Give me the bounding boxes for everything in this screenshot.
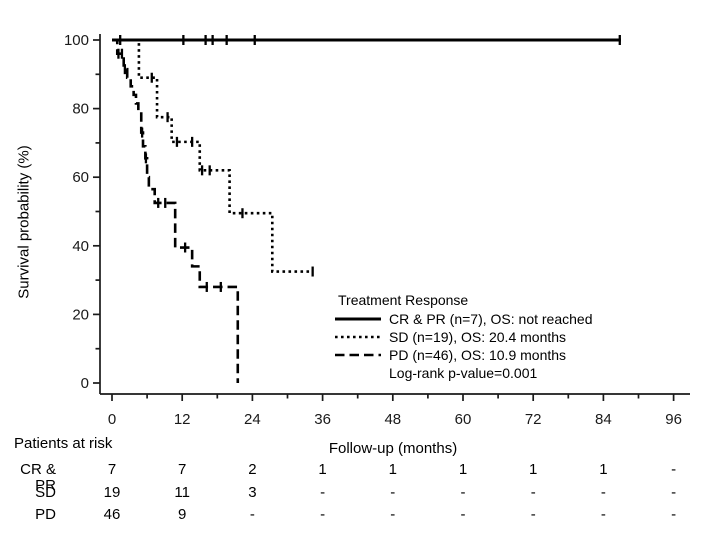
legend-entry-sd: SD (n=19), OS: 20.4 months [333, 328, 592, 346]
legend-entry-label: CR & PR (n=7), OS: not reached [389, 311, 593, 327]
risk-count: 46 [103, 505, 121, 523]
legend-entry-label: SD (n=19), OS: 20.4 months [389, 329, 567, 345]
x-tick-label: 0 [108, 411, 116, 428]
x-axis-title: Follow-up (months) [328, 440, 458, 457]
solid-line-sample-icon [335, 317, 381, 321]
risk-count: 19 [103, 483, 121, 501]
y-tick-label: 80 [72, 101, 89, 118]
x-tick-label: 84 [595, 411, 612, 428]
y-tick-label: 0 [81, 375, 89, 392]
y-axis-title: Survival probability (%) [15, 145, 33, 299]
x-tick-label: 12 [174, 411, 191, 428]
risk-count: - [249, 505, 255, 523]
risk-count: 2 [248, 461, 257, 478]
risk-count: - [460, 505, 466, 523]
risk-row-label: SD [35, 483, 56, 501]
patients-at-risk-label: Patients at risk [14, 435, 113, 452]
risk-count: - [671, 505, 677, 523]
legend-title: Treatment Response [338, 292, 469, 308]
x-tick-label: 24 [244, 411, 261, 428]
risk-count: - [320, 505, 326, 523]
dotted-line-sample-icon [335, 335, 381, 339]
risk-count: 11 [174, 483, 190, 501]
km-curve-pd [112, 38, 240, 383]
y-tick-label: 40 [72, 238, 89, 255]
x-tick-label: 48 [384, 411, 401, 428]
risk-count: 3 [248, 483, 257, 501]
risk-count: - [671, 461, 677, 478]
logrank-pvalue: Log-rank p-value=0.001 [389, 365, 538, 381]
risk-count: - [600, 483, 606, 501]
risk-count: 1 [318, 461, 327, 478]
risk-count: - [460, 483, 466, 501]
risk-count: 1 [388, 461, 397, 478]
x-tick-label: 36 [314, 411, 331, 428]
x-tick-label: 60 [455, 411, 472, 428]
risk-row-label: CR & PR [20, 461, 56, 494]
legend: Treatment Response CR & PR (n=7), OS: no… [333, 290, 592, 382]
risk-count: 7 [178, 461, 187, 478]
risk-count: - [600, 505, 606, 523]
km-curve-sd [112, 38, 314, 273]
legend-entry-label: PD (n=46), OS: 10.9 months [389, 347, 567, 363]
risk-count: - [530, 483, 536, 501]
risk-count: 1 [529, 461, 538, 478]
risk-count: 7 [107, 461, 117, 478]
legend-entry-pd: PD (n=46), OS: 10.9 months [333, 346, 592, 364]
legend-entry-crpr: CR & PR (n=7), OS: not reached [333, 310, 592, 328]
risk-count: 1 [458, 461, 468, 478]
x-tick-label: 72 [525, 411, 542, 428]
y-tick-label: 60 [72, 169, 89, 186]
x-tick-label: 96 [665, 411, 682, 428]
risk-count: 9 [178, 505, 187, 523]
risk-count: - [320, 483, 326, 501]
risk-count: 1 [599, 461, 608, 478]
risk-row-label: PD [35, 505, 56, 523]
y-tick-label: 100 [64, 32, 89, 49]
y-tick-label: 20 [72, 306, 89, 323]
risk-count: - [671, 483, 677, 501]
dashed-line-sample-icon [335, 353, 381, 357]
risk-count: - [390, 505, 396, 523]
risk-count: - [530, 505, 536, 523]
risk-count: - [390, 483, 396, 501]
